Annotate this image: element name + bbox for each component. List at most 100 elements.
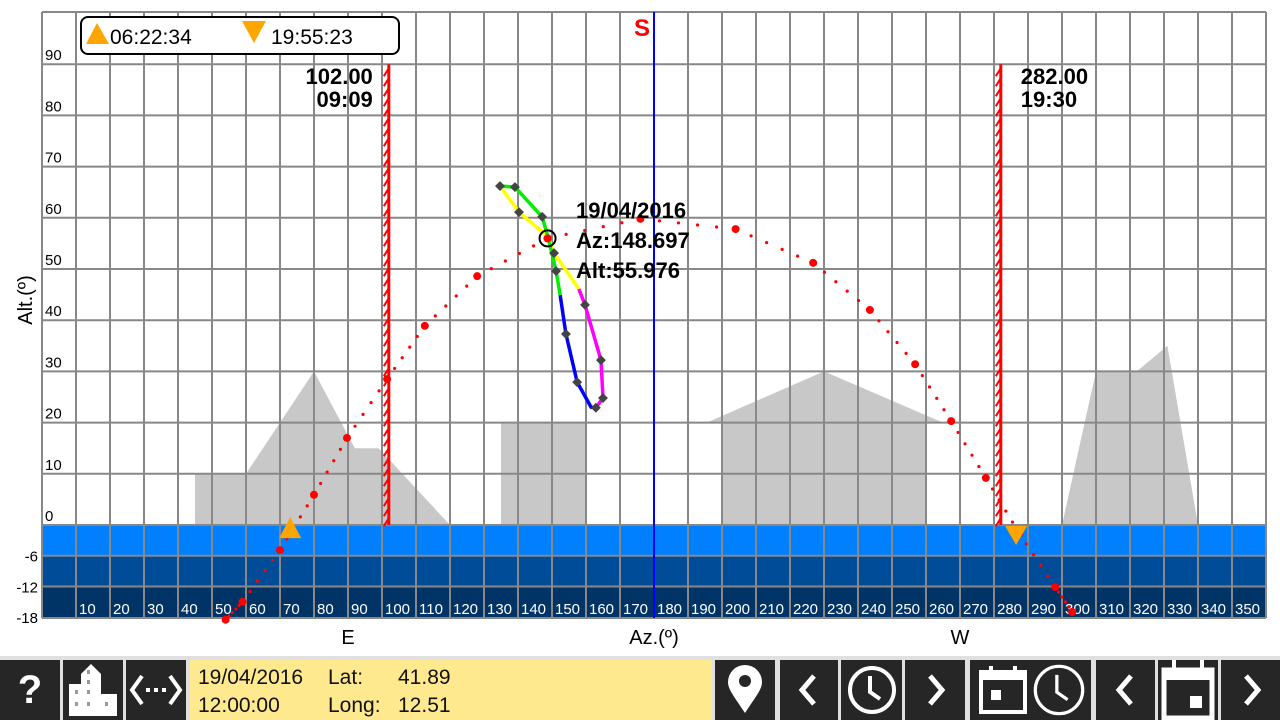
analemma-month-marker <box>580 299 590 310</box>
analemma-month-marker <box>514 207 524 218</box>
y-tick-label: 70 <box>45 150 62 167</box>
sun-path-dot <box>263 569 267 573</box>
sun-path-hour-dot <box>636 214 645 223</box>
location-button[interactable] <box>715 660 775 720</box>
pan-button[interactable] <box>126 660 186 720</box>
y-tick-label: -18 <box>16 610 38 627</box>
sun-path-dot <box>780 247 784 251</box>
sun-path-hour-dot <box>981 473 990 482</box>
sun-path-dot <box>583 228 587 233</box>
sun-path-dot <box>400 356 404 360</box>
sun-path-dot <box>856 298 861 303</box>
sun-path-dot <box>415 334 419 339</box>
sun-path-dot <box>1057 590 1061 594</box>
x-tick-label: 190 <box>691 601 716 618</box>
info-panel: 19/04/2016 12:00:00 Lat: 41.89 Long: 12.… <box>190 660 712 720</box>
time-next-button[interactable] <box>905 660 965 720</box>
analemma-month-marker <box>495 181 505 192</box>
help-icon: ? <box>17 667 43 712</box>
sun-path-hour-dot <box>865 305 874 314</box>
y-tick-label: 10 <box>45 457 62 474</box>
sun-path-dot <box>255 579 260 583</box>
help-button[interactable]: ? <box>0 660 60 720</box>
sun-path-dot <box>517 251 522 256</box>
sun-path-dot <box>977 464 981 469</box>
buildings-button[interactable] <box>63 660 123 720</box>
date-prev-button[interactable] <box>1096 660 1155 720</box>
sun-path-dot <box>935 396 939 400</box>
sun-path-dot <box>338 447 342 451</box>
analemma-month-marker <box>590 402 601 413</box>
x-tick-label: 210 <box>759 601 784 618</box>
chevron-left-icon <box>1115 674 1133 706</box>
marker-time-label: 19:30 <box>1021 87 1077 112</box>
sun-path-dot <box>234 607 238 611</box>
sun-path-dot <box>970 453 974 457</box>
y-tick-label: 30 <box>45 354 62 371</box>
date-button[interactable] <box>1158 660 1218 720</box>
x-tick-label: 60 <box>249 601 266 618</box>
sun-path-dot <box>990 487 995 491</box>
x-tick-label: 40 <box>181 601 198 618</box>
sun-path-dot <box>765 240 769 245</box>
clock-icon <box>847 666 896 714</box>
sun-path-hour-dot <box>238 597 247 606</box>
x-tick-label: 120 <box>453 601 478 618</box>
horizontal-arrows-icon <box>129 674 183 706</box>
sun-path-dot <box>886 330 890 334</box>
date-next-button[interactable] <box>1221 660 1280 720</box>
sun-path-dot <box>270 558 275 563</box>
x-tick-label: 140 <box>521 601 546 618</box>
sun-path-hour-dot <box>1051 582 1060 591</box>
x-tick-label: 100 <box>385 601 410 618</box>
x-tick-label: 70 <box>283 601 300 618</box>
sun-altitude-label: Alt:55.976 <box>576 258 680 283</box>
analemma-month-marker <box>551 266 562 276</box>
date-time-button[interactable] <box>970 660 1091 720</box>
y-tick-label: 40 <box>45 303 62 320</box>
sun-path-dot <box>377 389 381 393</box>
x-tick-label: 220 <box>793 601 818 618</box>
time-prev-button[interactable] <box>780 660 838 720</box>
sun-path-dot <box>927 385 932 389</box>
sun-path-dot <box>963 442 967 446</box>
sunrise-triangle <box>279 517 302 539</box>
chevron-right-icon <box>1243 674 1261 706</box>
y-tick-label: 90 <box>45 47 62 64</box>
sun-path-hour-dot <box>420 321 429 330</box>
x-tick-label: 250 <box>895 601 920 618</box>
x-tick-label: 180 <box>657 601 682 618</box>
sun-path-dot <box>318 481 323 486</box>
x-tick-label: 90 <box>351 601 368 618</box>
sun-path-dot <box>822 270 827 274</box>
analemma-month-marker <box>598 393 608 403</box>
sun-path-dot <box>353 424 357 428</box>
x-tick-label: 200 <box>725 601 750 618</box>
sun-path-dot <box>248 589 252 594</box>
sun-path-dot <box>408 345 412 349</box>
current-sun-ring <box>538 229 557 248</box>
sunrise-icon <box>86 23 109 44</box>
sun-path-dot <box>601 225 605 229</box>
y-axis-label: Alt.(º) <box>15 275 37 325</box>
sunrise-sunset-legend <box>80 16 400 55</box>
sun-path-dot <box>1063 600 1067 604</box>
time-button[interactable] <box>841 660 902 720</box>
bottom-toolbar: ? 19/04/2016 12:00:00 Lat: 41.89 Long: 1… <box>0 656 1280 720</box>
sun-path-dot <box>305 504 309 508</box>
location-pin-icon <box>728 665 762 713</box>
long-label: Long: <box>328 694 381 717</box>
obstacle-silhouette <box>195 371 450 525</box>
sun-path-dot <box>325 470 329 474</box>
sun-path-hour-dot <box>731 225 740 234</box>
analemma-month-marker <box>572 377 583 388</box>
x-tick-label: 310 <box>1099 601 1124 618</box>
x-tick-label: 130 <box>487 601 512 618</box>
sun-path-hour-dot <box>1068 608 1077 617</box>
sun-path-dot <box>997 498 1001 502</box>
x-tick-label: 10 <box>79 601 96 618</box>
sun-path-dot <box>564 232 568 236</box>
sun-path-dot <box>531 244 536 248</box>
x-tick-label: 240 <box>861 601 886 618</box>
